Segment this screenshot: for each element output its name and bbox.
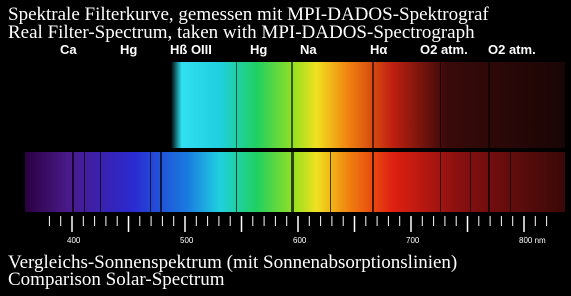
absorption-line <box>291 152 294 212</box>
absorption-line <box>150 152 151 212</box>
line-label: Na <box>300 42 317 57</box>
absorption-line <box>488 62 490 148</box>
absorption-line <box>160 152 162 212</box>
absorption-line <box>236 152 237 212</box>
absorption-line <box>440 62 441 148</box>
line-label: Ca <box>60 42 77 57</box>
title-en: Real Filter-Spectrum, taken with MPI-DAD… <box>8 22 475 43</box>
line-label: O2 atm. <box>420 42 468 57</box>
absorption-line <box>488 152 490 212</box>
absorption-line <box>372 152 374 212</box>
absorption-line <box>236 62 237 148</box>
wavelength-label: 400 <box>67 236 81 245</box>
line-label: O2 atm. <box>488 42 536 57</box>
absorption-line <box>470 152 471 212</box>
absorption-line <box>372 62 374 148</box>
spectrum-figure: Spektrale Filterkurve, gemessen mit MPI-… <box>0 0 571 296</box>
absorption-line <box>100 152 101 212</box>
line-label: Hg <box>120 42 137 57</box>
wavelength-scale: 400 500 600 700 800 nm <box>49 216 546 245</box>
line-label: Hα <box>370 42 387 57</box>
wavelength-label: 600 <box>293 236 307 245</box>
absorption-line <box>330 152 331 212</box>
absorption-line <box>291 62 293 148</box>
line-label: Hg <box>250 42 267 57</box>
absorption-line <box>440 152 441 212</box>
line-label: Hß OIII <box>170 42 212 57</box>
absorption-line <box>84 152 85 212</box>
filter-spectrum <box>25 62 565 148</box>
absorption-line <box>72 152 74 212</box>
wavelength-label: 800 nm <box>519 236 546 245</box>
wavelength-label: 700 <box>406 236 420 245</box>
figure: Spektrale Filterkurve, gemessen mit MPI-… <box>0 0 571 296</box>
absorption-line <box>510 152 511 212</box>
wavelength-label: 500 <box>180 236 194 245</box>
caption-en: Comparison Solar-Spectrum <box>8 269 225 290</box>
solar-spectrum <box>25 152 565 212</box>
